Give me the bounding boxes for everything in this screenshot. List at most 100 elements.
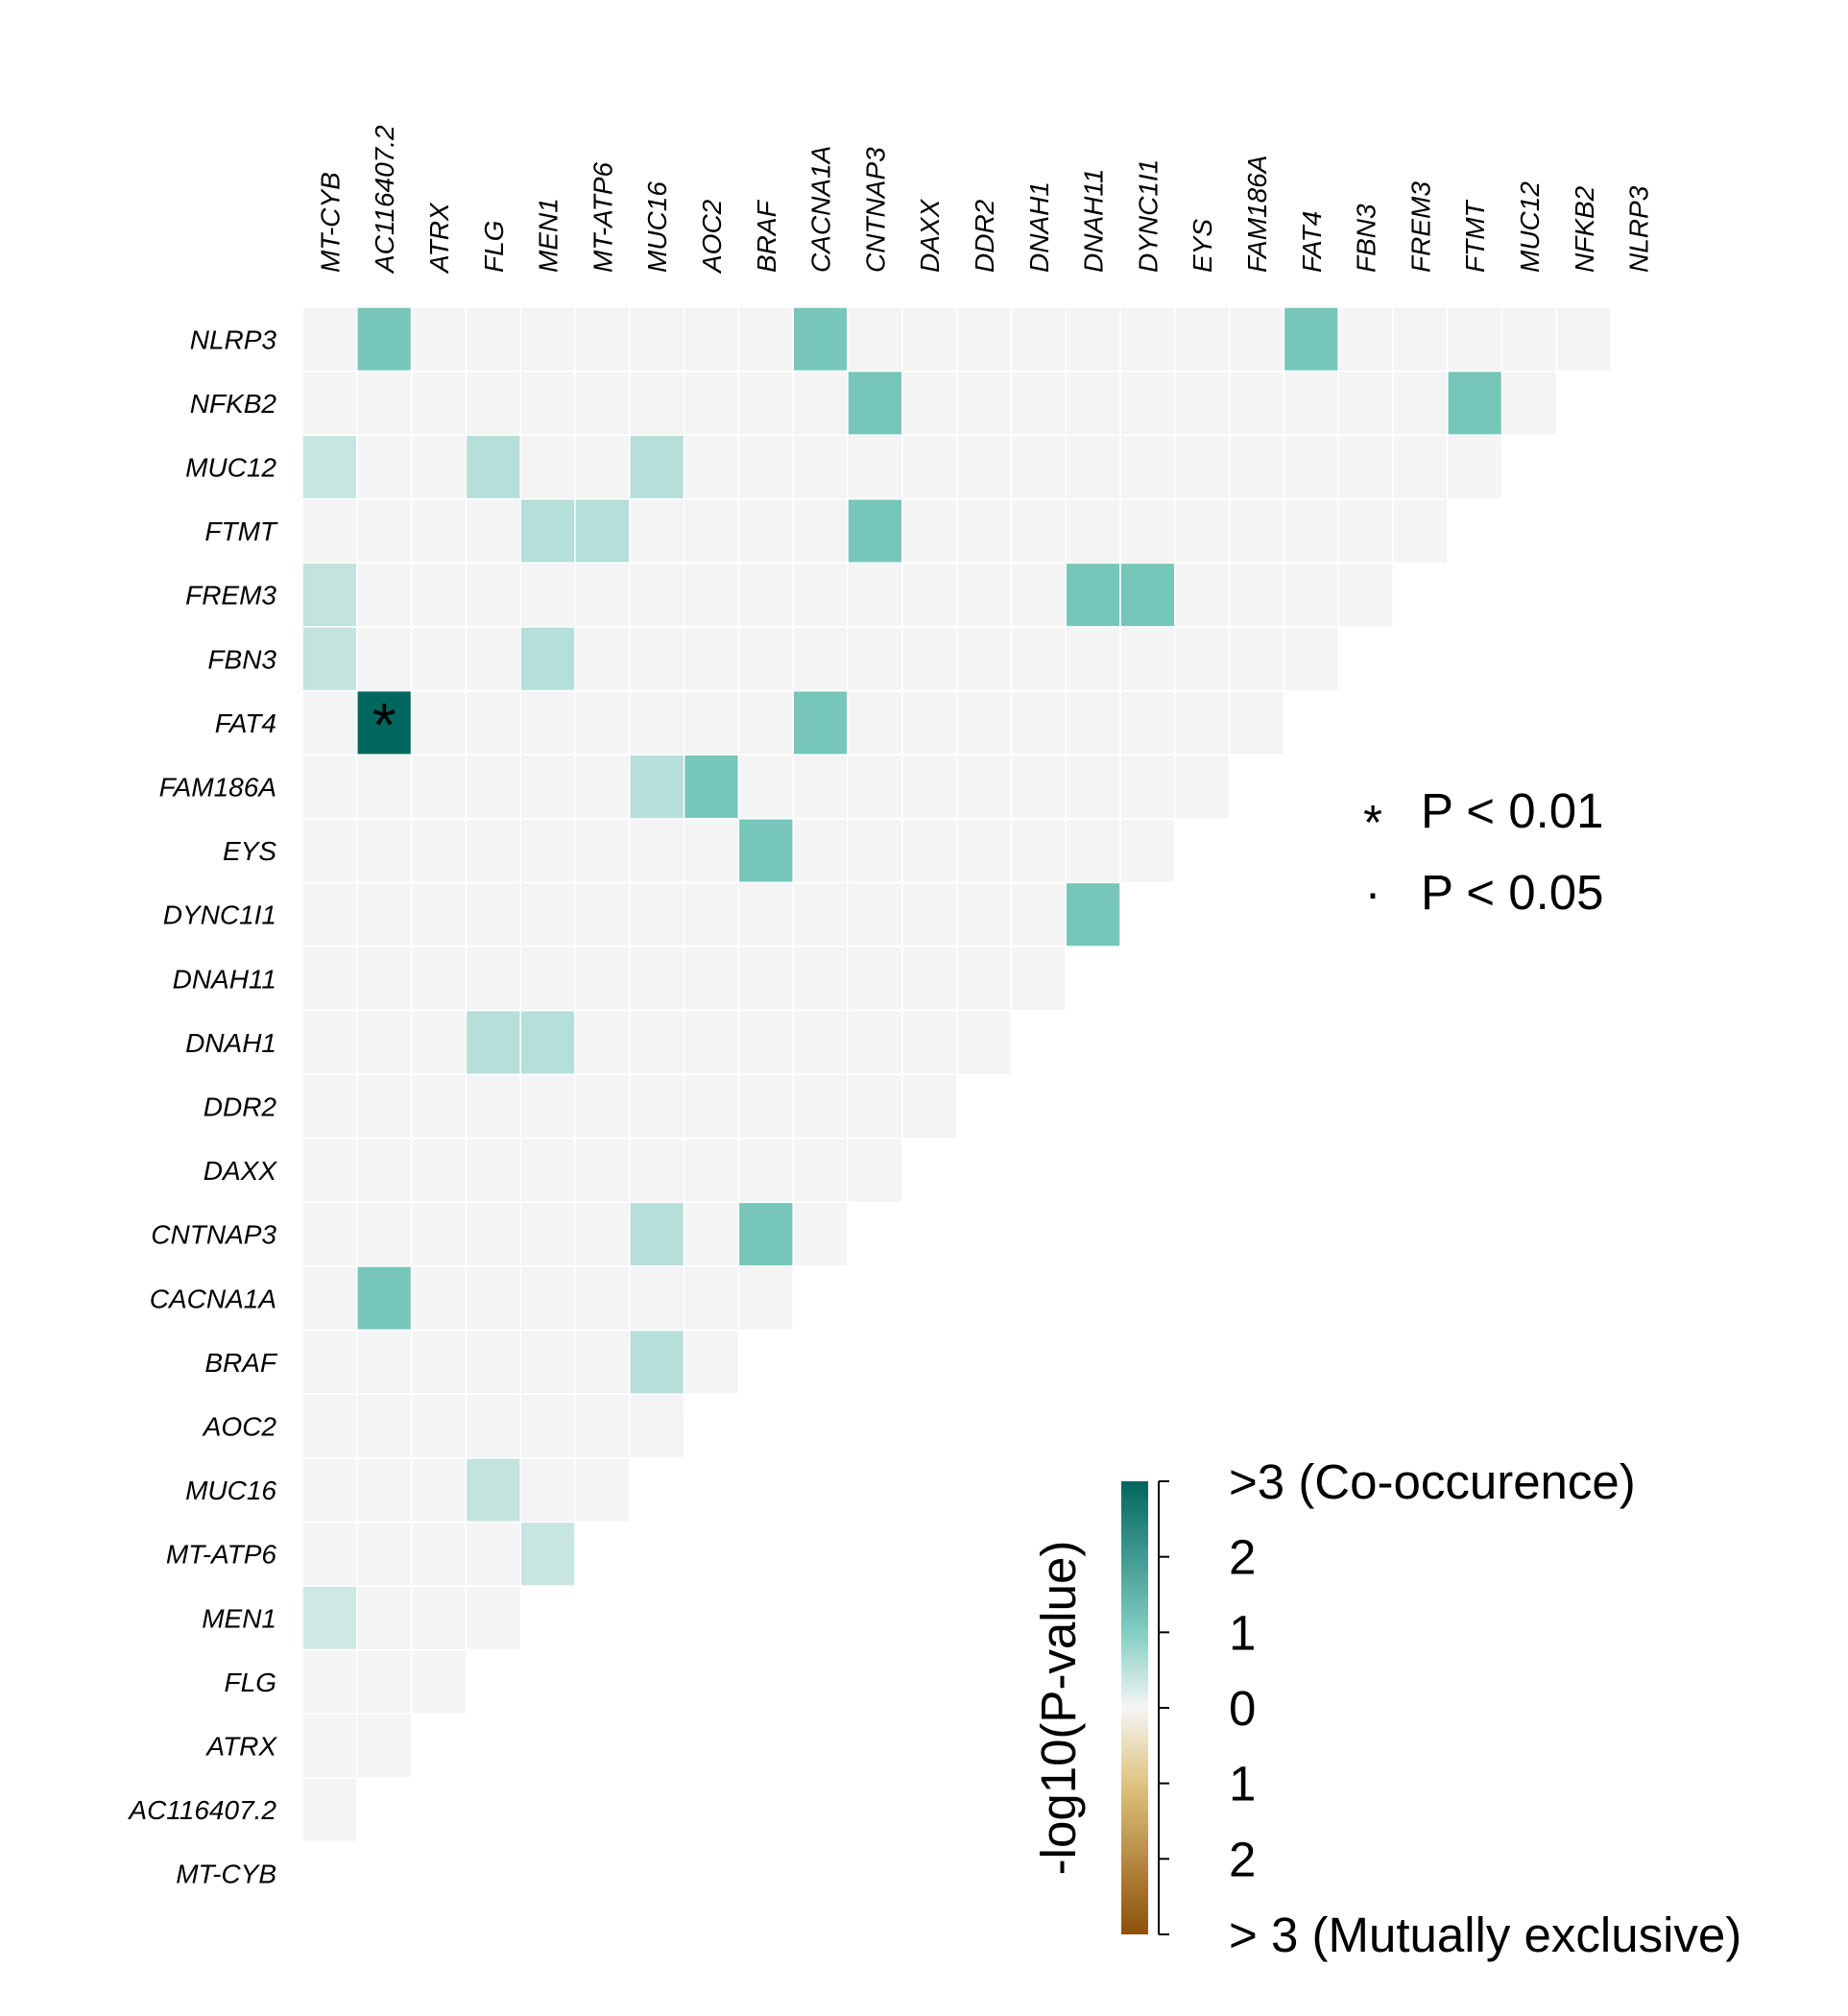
heatmap-cell bbox=[683, 1138, 740, 1204]
sig-label-p001: P < 0.01 bbox=[1421, 783, 1603, 838]
heatmap-cell bbox=[410, 1521, 468, 1587]
heatmap-cell bbox=[1065, 689, 1121, 756]
heatmap-cell bbox=[955, 1009, 1013, 1075]
heatmap-cell bbox=[629, 946, 685, 1012]
heatmap-cell bbox=[356, 1457, 413, 1524]
heatmap-cell bbox=[955, 306, 1013, 372]
heatmap-cell bbox=[901, 754, 958, 820]
heatmap-cell bbox=[519, 946, 576, 1012]
heatmap-cell bbox=[465, 754, 521, 820]
column-label: MT-ATP6 bbox=[588, 161, 617, 273]
heatmap-cell bbox=[1010, 626, 1067, 692]
heatmap-cell bbox=[1065, 626, 1121, 692]
heatmap-cell bbox=[356, 1138, 413, 1204]
heatmap-cell bbox=[847, 626, 903, 692]
heatmap-cell bbox=[465, 562, 521, 628]
heatmap-cell bbox=[629, 1073, 685, 1140]
heatmap-cell bbox=[574, 1009, 631, 1075]
heatmap-cell bbox=[574, 306, 631, 372]
heatmap-cell bbox=[356, 881, 413, 948]
heatmap-cell bbox=[519, 689, 576, 756]
heatmap-cell bbox=[683, 818, 740, 884]
heatmap-cell bbox=[465, 689, 521, 756]
heatmap-cell bbox=[629, 754, 685, 820]
heatmap-cell bbox=[410, 1265, 468, 1332]
heatmap-cell bbox=[792, 881, 849, 948]
heatmap-cell bbox=[519, 1201, 576, 1267]
heatmap-cell bbox=[356, 1713, 413, 1779]
heatmap-cell bbox=[1392, 434, 1449, 500]
heatmap-cell bbox=[465, 818, 521, 884]
colorbar-tick-label: 2 bbox=[1229, 1530, 1256, 1585]
heatmap-cell bbox=[737, 498, 794, 564]
heatmap-cell bbox=[1283, 434, 1339, 500]
heatmap-cell bbox=[629, 626, 685, 692]
heatmap-cell bbox=[629, 434, 685, 500]
colorbar-tick-label: 1 bbox=[1229, 1757, 1256, 1812]
heatmap-cell bbox=[792, 754, 849, 820]
column-label: BRAF bbox=[752, 199, 781, 273]
heatmap-cell bbox=[465, 306, 521, 372]
row-label: DNAH1 bbox=[185, 1028, 276, 1058]
heatmap-cell bbox=[574, 626, 631, 692]
heatmap-cell bbox=[629, 1201, 685, 1267]
heatmap-cells: * bbox=[301, 306, 1612, 1843]
heatmap-cell bbox=[356, 1201, 413, 1267]
heatmap-cell bbox=[301, 306, 358, 372]
heatmap-cell bbox=[792, 1073, 849, 1140]
heatmap-cell bbox=[519, 754, 576, 820]
heatmap-cell bbox=[683, 306, 740, 372]
heatmap-cell bbox=[410, 1648, 468, 1715]
heatmap-cell bbox=[301, 1585, 358, 1651]
heatmap-cell bbox=[683, 626, 740, 692]
heatmap-cell bbox=[574, 434, 631, 500]
heatmap-cell bbox=[410, 754, 468, 820]
heatmap-cell bbox=[683, 689, 740, 756]
heatmap-cell bbox=[356, 1648, 413, 1715]
heatmap-cell bbox=[737, 370, 794, 436]
heatmap-cell bbox=[629, 370, 685, 436]
heatmap-cell bbox=[792, 562, 849, 628]
heatmap-cell bbox=[301, 754, 358, 820]
row-label: FLG bbox=[225, 1668, 276, 1697]
heatmap-cell bbox=[1174, 754, 1231, 820]
row-label: DYNC1I1 bbox=[163, 900, 276, 930]
column-label: FAT4 bbox=[1297, 211, 1327, 273]
sig-symbol-p001: * bbox=[1363, 795, 1382, 850]
heatmap-cell bbox=[574, 498, 631, 564]
heatmap-cell bbox=[901, 946, 958, 1012]
row-label: MUC12 bbox=[185, 453, 276, 483]
column-label: EYS bbox=[1188, 219, 1217, 273]
heatmap-cell bbox=[519, 434, 576, 500]
heatmap-cell bbox=[465, 1521, 521, 1587]
row-label: FTMT bbox=[204, 516, 278, 546]
heatmap-cell bbox=[410, 946, 468, 1012]
heatmap-cell bbox=[410, 370, 468, 436]
heatmap-cell bbox=[901, 689, 958, 756]
heatmap-cell bbox=[1065, 754, 1121, 820]
heatmap-cell bbox=[465, 1201, 521, 1267]
heatmap-cell bbox=[301, 1138, 358, 1204]
heatmap-cell bbox=[1065, 881, 1121, 948]
heatmap-cell bbox=[356, 1393, 413, 1459]
heatmap-cell bbox=[519, 818, 576, 884]
heatmap-cell bbox=[410, 498, 468, 564]
heatmap-cell bbox=[792, 306, 849, 372]
heatmap-cell bbox=[410, 1329, 468, 1395]
heatmap-cell bbox=[1010, 498, 1067, 564]
column-label: ATRX bbox=[424, 202, 454, 275]
heatmap-cell bbox=[301, 626, 358, 692]
heatmap-cell bbox=[683, 370, 740, 436]
heatmap-cell bbox=[1010, 946, 1067, 1012]
column-label: DAXX bbox=[915, 198, 945, 273]
heatmap-cell bbox=[356, 1073, 413, 1140]
heatmap-cell bbox=[1228, 562, 1285, 628]
heatmap-cell bbox=[1065, 498, 1121, 564]
heatmap-cell bbox=[1119, 306, 1176, 372]
heatmap-cell bbox=[1392, 498, 1449, 564]
row-label: MEN1 bbox=[202, 1603, 276, 1633]
heatmap-cell bbox=[629, 1009, 685, 1075]
heatmap-cell bbox=[901, 370, 958, 436]
heatmap-cell bbox=[1010, 370, 1067, 436]
column-label: CNTNAP3 bbox=[860, 147, 890, 273]
